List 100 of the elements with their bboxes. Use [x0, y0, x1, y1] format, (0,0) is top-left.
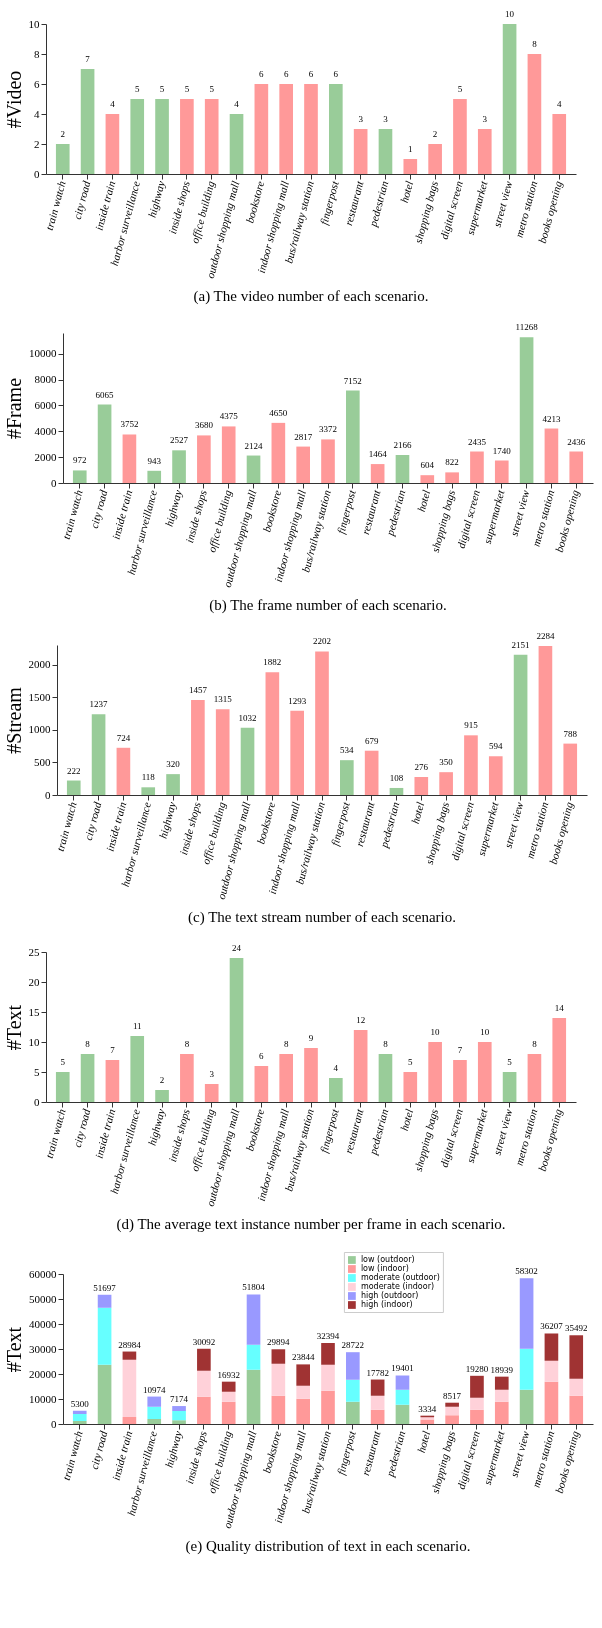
- data-label: 7: [85, 54, 91, 64]
- bar: [552, 114, 567, 174]
- data-label: 5: [134, 84, 140, 94]
- bar: [304, 1048, 318, 1102]
- data-label: 10: [430, 1027, 441, 1037]
- bar: [569, 1378, 584, 1396]
- bar: [378, 129, 393, 174]
- data-label: 3: [209, 1069, 215, 1079]
- y-tick-label: 10000: [29, 347, 57, 360]
- bar: [477, 1042, 492, 1102]
- legend-label: moderate (outdoor): [360, 1273, 440, 1282]
- x-tick-label: city road: [70, 1107, 93, 1149]
- data-label: 2166: [393, 439, 412, 450]
- bar: [304, 84, 318, 174]
- bar: [519, 1278, 534, 1349]
- bar: [395, 1389, 410, 1405]
- data-label: 943: [147, 455, 162, 466]
- bar: [197, 435, 211, 483]
- bar: [420, 1419, 435, 1424]
- bar: [346, 1401, 360, 1424]
- x-tick-label: inside shops: [183, 488, 209, 545]
- x-tick-label: metro station: [529, 1429, 557, 1489]
- bar: [494, 1389, 509, 1402]
- x-tick-label: restaurant: [359, 487, 383, 536]
- bar: [155, 1090, 169, 1102]
- bar: [155, 99, 169, 174]
- bar: [240, 727, 255, 795]
- data-label: 4: [234, 99, 240, 109]
- x-tick-label: street view: [507, 488, 532, 538]
- bar: [420, 475, 435, 483]
- x-tick-label: highway: [145, 1107, 167, 1147]
- data-label: 6065: [95, 389, 115, 400]
- data-label: 2151: [511, 639, 530, 650]
- bar: [321, 439, 335, 483]
- bar: [395, 454, 410, 483]
- total-label: 16932: [217, 1369, 240, 1380]
- y-tick-label: 0: [51, 1417, 57, 1430]
- data-label: 3372: [319, 424, 337, 435]
- y-tick-label: 60000: [29, 1267, 57, 1280]
- total-label: 18939: [490, 1364, 514, 1375]
- x-tick-label: hotel: [414, 1429, 433, 1455]
- x-tick-label: hotel: [397, 1107, 416, 1133]
- bar: [180, 1054, 194, 1102]
- data-label: 118: [141, 772, 156, 783]
- total-label: 19401: [391, 1363, 414, 1374]
- bar: [445, 1415, 459, 1424]
- data-label: 10: [505, 9, 515, 19]
- bar: [488, 756, 503, 795]
- data-label: 724: [116, 732, 131, 743]
- data-label: 5: [408, 1057, 414, 1067]
- bar: [97, 404, 112, 483]
- total-label: 29894: [267, 1337, 291, 1348]
- total-label: 58302: [515, 1266, 538, 1277]
- bar: [370, 1379, 385, 1396]
- bar: [519, 1348, 534, 1390]
- bar: [321, 1390, 335, 1424]
- bar: [445, 1402, 459, 1407]
- bar: [72, 470, 87, 483]
- data-label: 4650: [269, 407, 288, 418]
- y-tick-label: 4: [34, 107, 40, 120]
- y-tick-label: 20: [28, 975, 40, 988]
- data-label: 594: [489, 741, 504, 752]
- data-label: 1464: [368, 449, 388, 460]
- legend-label: low (indoor): [360, 1264, 409, 1273]
- data-label: 11: [132, 1021, 142, 1031]
- bar: [66, 780, 81, 795]
- bar: [346, 1352, 360, 1380]
- bar: [290, 710, 304, 795]
- bar: [544, 1381, 559, 1424]
- data-label: 5: [159, 84, 165, 94]
- x-tick-label: train watch: [42, 179, 68, 232]
- legend-label: high (indoor): [360, 1300, 413, 1309]
- bar: [229, 958, 244, 1102]
- x-tick-label: highway: [162, 1429, 184, 1469]
- total-label: 30092: [192, 1336, 216, 1347]
- data-label: 1237: [89, 699, 109, 710]
- bar: [414, 777, 429, 795]
- x-tick-label: train watch: [42, 1107, 68, 1160]
- bar: [403, 1072, 418, 1102]
- data-label: 2124: [244, 440, 264, 451]
- x-tick-label: city road: [87, 488, 110, 530]
- data-label: 6: [259, 69, 265, 79]
- bar: [428, 144, 442, 174]
- text: (b) The frame number of each scenario.: [209, 597, 447, 615]
- data-label: 3: [358, 114, 364, 124]
- x-tick-label: restaurant: [342, 1106, 366, 1155]
- y-tick-label: 6000: [34, 398, 57, 411]
- bar: [470, 1397, 484, 1410]
- total-label: 10974: [142, 1384, 166, 1395]
- y-tick-label: 2000: [28, 658, 51, 671]
- y-tick-label: 2: [34, 137, 40, 150]
- bar: [55, 1072, 70, 1102]
- data-label: 4: [110, 99, 116, 109]
- y-tick-label: 8: [34, 47, 40, 60]
- data-label: 5: [209, 84, 215, 94]
- bar: [122, 1359, 137, 1417]
- x-tick-label: train watch: [59, 488, 85, 541]
- data-label: 604: [420, 460, 435, 471]
- total-label: 23844: [291, 1352, 315, 1363]
- bar: [271, 422, 286, 483]
